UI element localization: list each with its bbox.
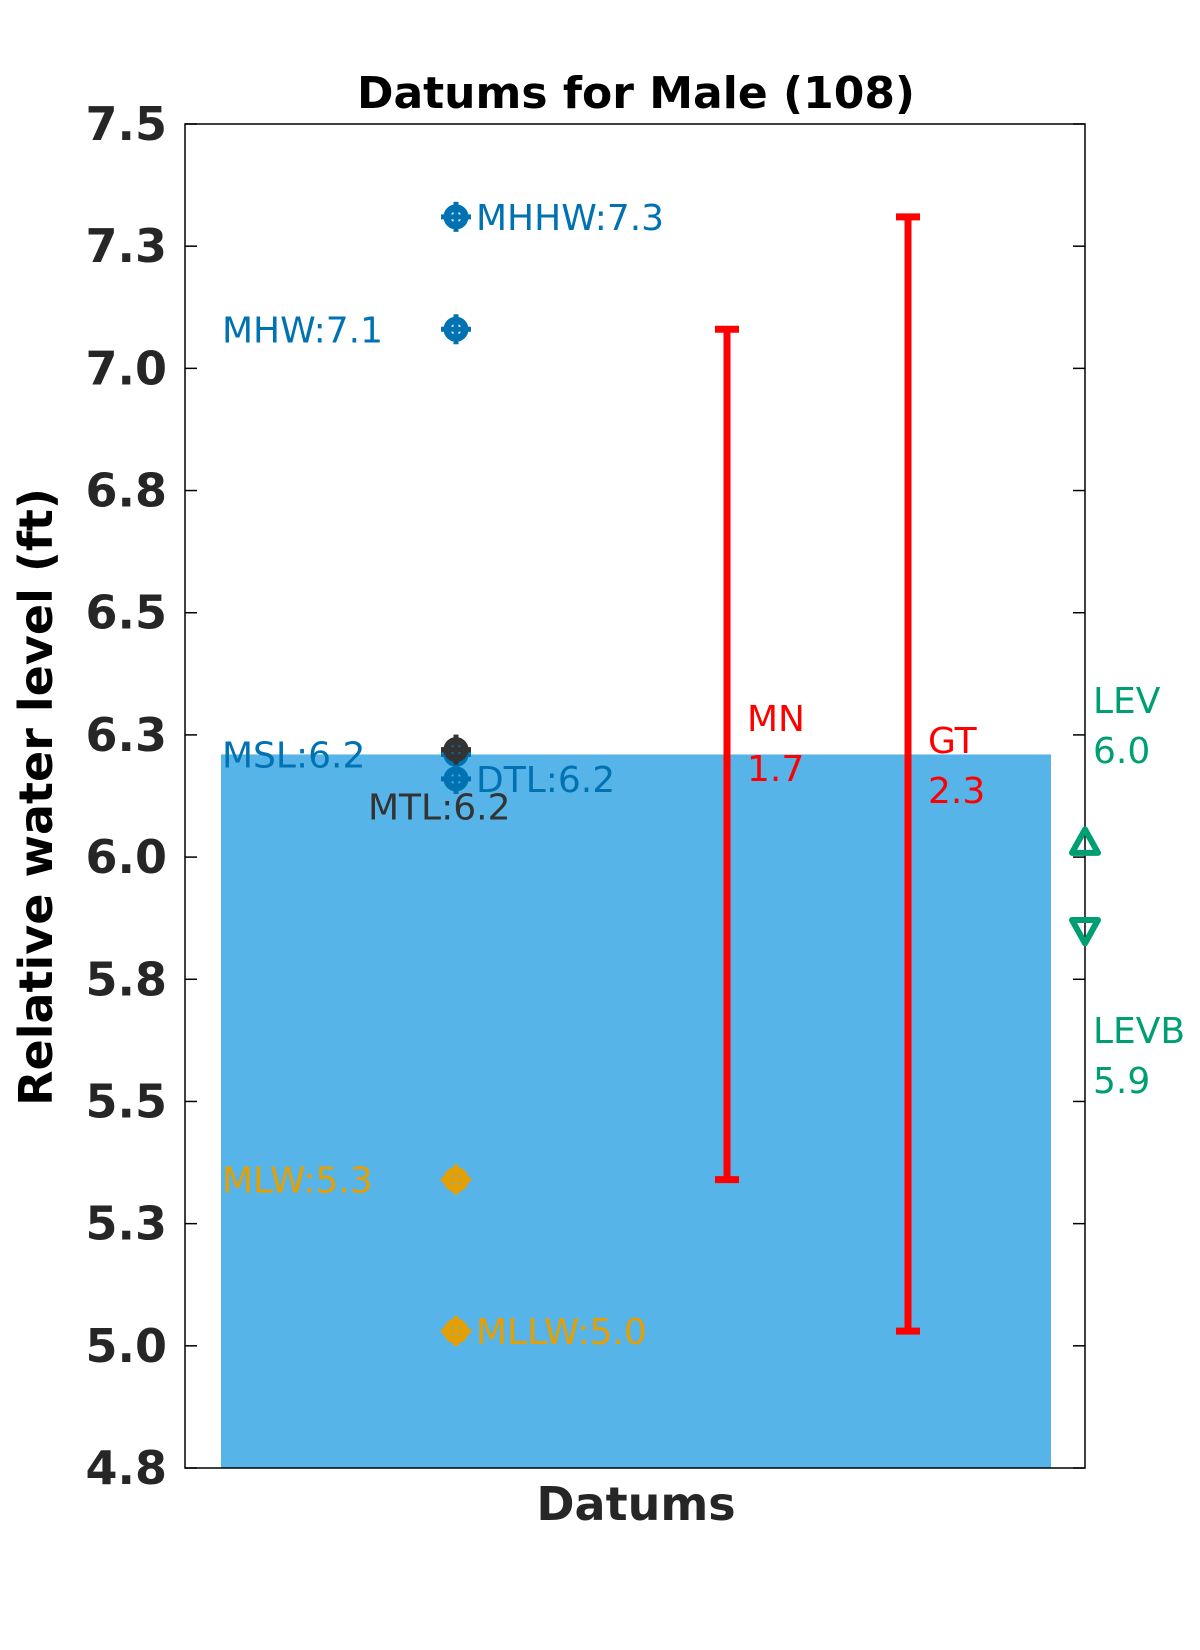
y-tick-label: 6.5: [86, 586, 168, 640]
y-tick-label: 5.3: [86, 1197, 168, 1251]
datum-label-mllw: MLLW:5.0: [476, 1312, 647, 1353]
datum-label-mtl: MTL:6.2: [368, 788, 511, 829]
datum-marker-mhw: [441, 314, 471, 345]
datum-marker-mlw: [441, 1164, 471, 1195]
y-tick-label: 5.8: [86, 952, 168, 1006]
y-tick-label: 7.3: [86, 219, 168, 273]
range-label-gt: GT: [928, 721, 978, 762]
level-value-lev: 6.0: [1093, 731, 1150, 772]
y-tick-label: 5.0: [86, 1319, 168, 1373]
level-label-lev: LEV: [1093, 681, 1161, 722]
y-tick-label: 6.0: [86, 830, 168, 884]
level-label-levb: LEVB: [1093, 1011, 1185, 1052]
y-tick-label: 7.0: [86, 341, 168, 395]
range-label-mn: MN: [747, 699, 805, 740]
chart-title: Datums for Male (108): [357, 68, 915, 119]
x-axis-label: Datums: [536, 1477, 735, 1531]
plot-frame: [184, 123, 1086, 1469]
y-axis-label: Relative water level (ft): [9, 488, 63, 1106]
datum-marker-mtl: [441, 734, 471, 765]
datum-label-mhhw: MHHW:7.3: [476, 198, 664, 239]
range-value-gt: 2.3: [928, 771, 985, 812]
plot-area: 4.8 5.0 5.3 5.5 5.8 6.0 6.3 6.5 6.8 7.0 7.3 7.5 MHHW…: [86, 97, 1186, 1495]
y-tick-label: 5.5: [86, 1074, 168, 1128]
y-tick-label: 7.5: [86, 97, 168, 151]
level-marker-levb: [1069, 917, 1101, 947]
y-tick-label: 6.3: [86, 708, 168, 762]
datum-label-mlw: MLW:5.3: [222, 1161, 373, 1202]
water-level-bar: [221, 754, 1051, 1468]
datum-marker-mllw: [441, 1316, 471, 1347]
range-value-mn: 1.7: [747, 749, 804, 790]
datum-label-dtl: DTL:6.2: [476, 760, 615, 801]
y-tick-label: 6.8: [86, 464, 168, 518]
datum-label-mhw: MHW:7.1: [222, 310, 383, 351]
level-value-levb: 5.9: [1093, 1061, 1150, 1102]
datum-marker-dtl: [441, 763, 471, 794]
datum-label-msl: MSL:6.2: [222, 735, 365, 776]
y-tick-label: 4.8: [86, 1441, 168, 1495]
level-marker-lev: [1069, 826, 1101, 856]
datum-marker-mhhw: [441, 201, 471, 232]
